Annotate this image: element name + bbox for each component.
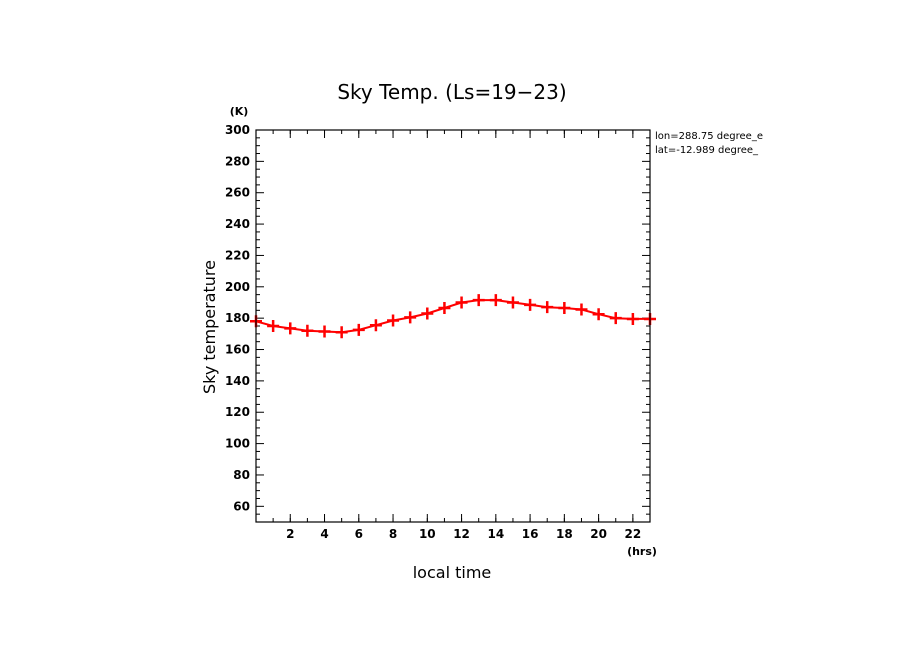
data-point-marker [626,312,639,325]
data-point-marker [558,301,571,314]
data-point-marker [421,307,434,320]
y-tick-label: 280 [225,154,250,168]
data-point-marker [592,308,605,321]
ticks-layer: 2 4 6 8 10 12 14 16 18 20 22 60 80 100 120 140 160 180 200… [225,123,650,541]
x-tick-label: 2 [286,527,294,541]
data-point-marker [284,322,297,335]
data-point-marker [404,311,417,324]
data-point-marker [387,314,400,327]
data-point-marker [575,303,588,316]
data-point-marker [472,294,485,307]
y-tick-label: 120 [225,405,250,419]
data-point-marker [489,294,502,307]
series-layer [250,294,656,339]
x-axis-title: local time [413,563,492,582]
y-axis-title: Sky temperature [200,260,219,394]
y-tick-label: 240 [225,217,250,231]
y-tick-label: 300 [225,123,250,137]
y-tick-label: 260 [225,186,250,200]
y-tick-label: 160 [225,343,250,357]
x-tick-label: 4 [320,527,328,541]
data-point-marker [506,296,519,309]
data-point-marker [318,325,331,338]
x-axis-unit: (hrs) [627,545,657,558]
y-tick-label: 200 [225,280,250,294]
x-tick-label: 12 [453,527,470,541]
y-tick-label: 140 [225,374,250,388]
y-tick-label: 180 [225,311,250,325]
data-point-marker [524,298,537,311]
x-tick-label: 18 [556,527,573,541]
data-point-marker [352,323,365,336]
x-tick-label: 6 [355,527,363,541]
x-tick-label: 14 [487,527,504,541]
y-tick-label: 100 [225,437,250,451]
y-axis-unit: (K) [230,105,249,118]
data-point-marker [609,312,622,325]
chart-title: Sky Temp. (Ls=19−23) [337,80,566,104]
x-tick-label: 20 [590,527,607,541]
y-tick-label: 60 [233,499,250,513]
series-line [255,299,650,334]
x-tick-label: 16 [522,527,539,541]
x-tick-label: 22 [625,527,642,541]
data-point-marker [301,324,314,337]
x-tick-label: 10 [419,527,436,541]
data-point-marker [455,296,468,309]
data-point-marker [335,326,348,339]
x-tick-label: 8 [389,527,397,541]
annotation-longitude: lon=288.75 degree_e [655,131,763,142]
annotation-latitude: lat=-12.989 degree_ [655,145,759,156]
data-point-marker [369,319,382,332]
data-point-marker [438,301,451,314]
y-tick-label: 80 [233,468,250,482]
plot-frame [255,129,651,523]
data-point-marker [267,320,280,332]
data-point-marker [541,301,554,314]
y-tick-label: 220 [225,248,250,262]
